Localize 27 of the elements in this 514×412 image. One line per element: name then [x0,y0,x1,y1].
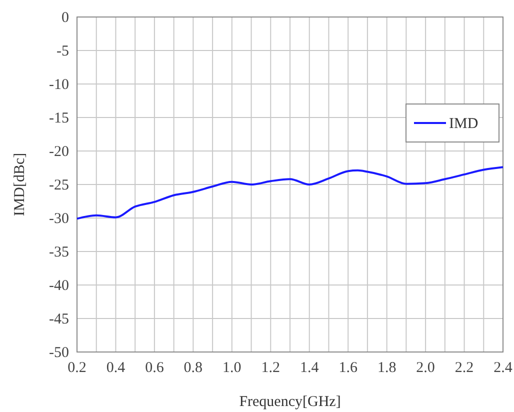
y-tick-label: -45 [49,312,69,328]
y-tick-label: -50 [49,345,69,361]
x-tick-label: 1.6 [338,360,358,376]
x-tick-label: 0.6 [145,360,164,376]
x-tick-label: 1.8 [377,360,396,376]
x-tick-label: 1.0 [222,360,242,376]
y-tick-label: -15 [49,110,69,126]
y-tick-label: 0 [62,10,69,26]
y-tick-label: -35 [49,244,69,260]
legend-label: IMD [449,116,478,132]
x-tick-label: 2.4 [494,360,513,376]
line-series [76,166,504,220]
y-tick-label: -30 [49,211,69,227]
x-tick-label: 2.2 [454,360,474,376]
y-tick-label: -40 [49,278,69,294]
y-tick-label: -10 [49,77,69,93]
x-tick-label: 2.0 [416,360,435,376]
x-tick-label: 1.4 [300,360,320,376]
x-axis-title: Frequency[GHz] [239,394,341,410]
x-tick-label: 0.8 [184,360,203,376]
x-tick-label: 0.2 [68,360,86,376]
x-tick-label: 0.4 [106,360,126,376]
x-tick-label: 1.2 [261,360,280,376]
y-tick-label: -20 [49,144,69,160]
y-tick-label: -5 [56,44,69,60]
y-axis-title: IMD[dBc] [12,152,28,216]
y-tick-label: -25 [49,178,69,194]
